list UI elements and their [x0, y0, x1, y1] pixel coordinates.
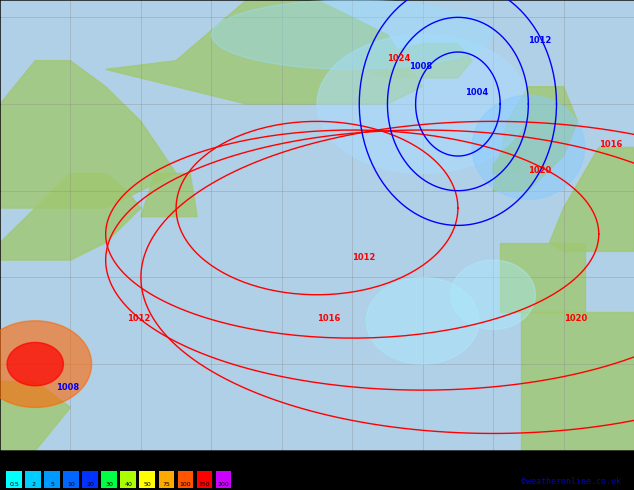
Text: 0.5: 0.5: [10, 482, 19, 487]
Text: 1016: 1016: [598, 140, 622, 149]
Text: 50: 50: [143, 482, 152, 487]
Text: ©weatheronline.co.uk: ©weatheronline.co.uk: [521, 477, 621, 486]
Text: Tu 24-09-2024 21:00 UTC (18+03): Tu 24-09-2024 21:00 UTC (18+03): [393, 453, 560, 462]
FancyBboxPatch shape: [82, 471, 98, 488]
Text: 40: 40: [124, 482, 133, 487]
Text: 100: 100: [179, 482, 191, 487]
Polygon shape: [472, 96, 585, 199]
Text: 1020: 1020: [564, 314, 587, 323]
Text: 1012: 1012: [127, 314, 150, 323]
Text: 20: 20: [86, 482, 94, 487]
Polygon shape: [141, 173, 197, 217]
Text: 1004: 1004: [465, 88, 488, 98]
Polygon shape: [7, 343, 63, 386]
Text: 1012: 1012: [353, 253, 375, 262]
Text: 30: 30: [105, 482, 113, 487]
Polygon shape: [366, 277, 479, 364]
Text: 1008: 1008: [408, 62, 432, 72]
Polygon shape: [0, 321, 91, 408]
Polygon shape: [106, 0, 423, 104]
Polygon shape: [0, 173, 141, 260]
FancyBboxPatch shape: [139, 471, 155, 488]
Polygon shape: [550, 147, 634, 251]
FancyBboxPatch shape: [178, 471, 193, 488]
FancyBboxPatch shape: [63, 471, 79, 488]
Polygon shape: [211, 0, 493, 70]
Text: 10: 10: [67, 482, 75, 487]
Text: 5: 5: [50, 482, 55, 487]
Polygon shape: [0, 381, 70, 451]
Polygon shape: [521, 312, 634, 451]
FancyBboxPatch shape: [6, 471, 22, 488]
Polygon shape: [451, 260, 535, 329]
Text: 75: 75: [162, 482, 171, 487]
Polygon shape: [0, 61, 176, 208]
FancyBboxPatch shape: [44, 471, 60, 488]
Text: 1024: 1024: [387, 54, 411, 63]
Text: Precipitation accum. [mm] ECMWF: Precipitation accum. [mm] ECMWF: [6, 453, 173, 462]
Text: 200: 200: [217, 482, 230, 487]
Text: 1012: 1012: [528, 36, 552, 46]
Text: 1016: 1016: [317, 314, 340, 323]
Text: 1020: 1020: [528, 167, 552, 175]
FancyBboxPatch shape: [25, 471, 41, 488]
FancyBboxPatch shape: [216, 471, 231, 488]
Text: 150: 150: [198, 482, 210, 487]
FancyBboxPatch shape: [120, 471, 136, 488]
Polygon shape: [366, 43, 472, 78]
FancyBboxPatch shape: [101, 471, 117, 488]
Text: 1008: 1008: [56, 383, 79, 392]
Text: 2: 2: [31, 482, 36, 487]
Polygon shape: [500, 243, 585, 312]
FancyBboxPatch shape: [197, 471, 212, 488]
FancyBboxPatch shape: [158, 471, 174, 488]
Polygon shape: [493, 87, 578, 191]
Polygon shape: [317, 35, 528, 173]
Polygon shape: [493, 147, 521, 173]
